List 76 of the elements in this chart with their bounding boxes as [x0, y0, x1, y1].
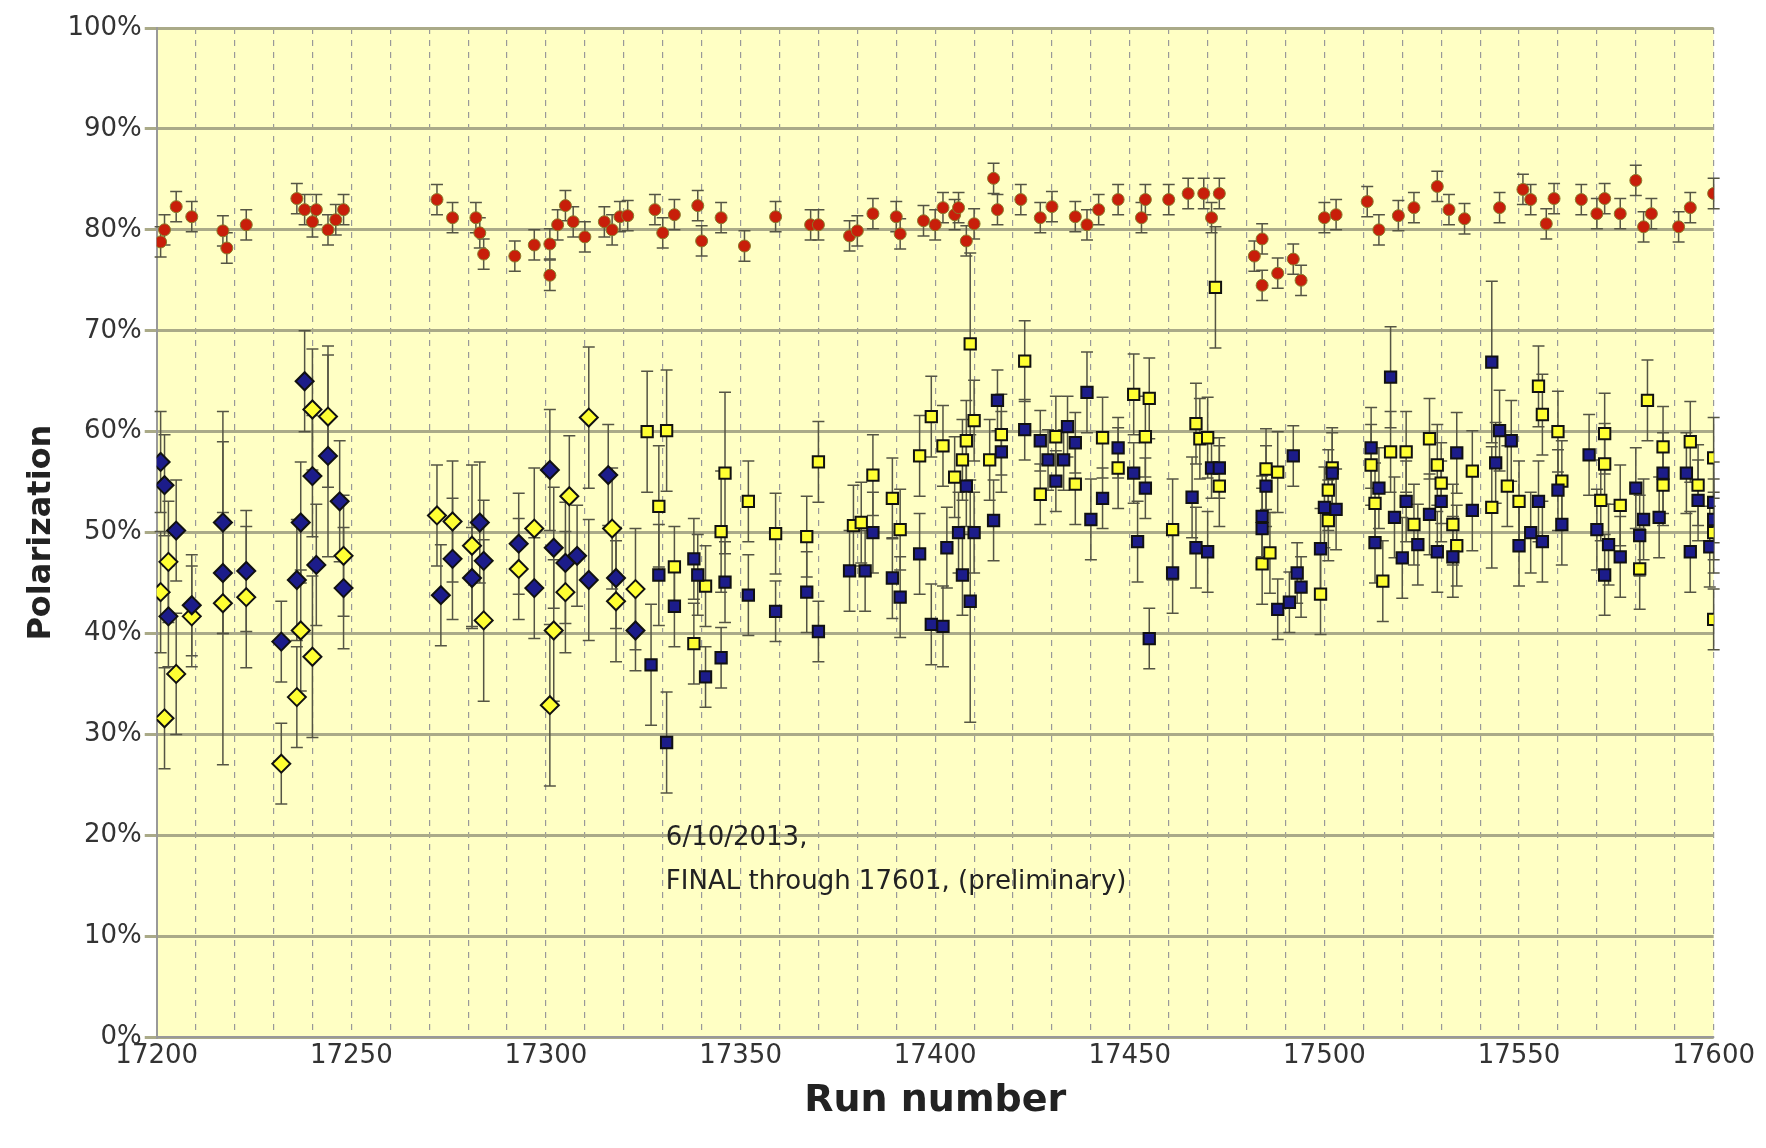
y-tick-label: 80% [83, 212, 142, 243]
point [306, 554, 327, 575]
point [469, 512, 490, 533]
y-tick-label: 100% [67, 10, 142, 41]
point [555, 582, 576, 603]
point [442, 511, 463, 532]
y-tick-label: 60% [83, 414, 142, 445]
point [442, 548, 463, 569]
point [212, 593, 233, 614]
point [524, 578, 545, 599]
point [317, 406, 338, 427]
y-tick-label: 50% [83, 515, 142, 546]
x-tick-label: 17550 [1477, 1038, 1561, 1069]
point [555, 552, 576, 573]
point [286, 570, 307, 591]
point [302, 646, 323, 667]
y-tick-label: 40% [83, 616, 142, 647]
x-tick-label: 17400 [893, 1038, 977, 1069]
point [578, 570, 599, 591]
point [539, 460, 560, 481]
point [290, 512, 311, 533]
point [333, 545, 354, 566]
point [302, 466, 323, 487]
point [212, 562, 233, 583]
annotation: 6/10/2013, [665, 821, 808, 852]
annotation: FINAL through 17601, (preliminary) [665, 865, 1127, 896]
x-tick-label: 17350 [699, 1038, 782, 1069]
point [426, 505, 447, 526]
point [290, 620, 311, 641]
point [156, 708, 175, 729]
point [271, 631, 292, 652]
y-tick-label: 10% [83, 919, 142, 950]
point [606, 591, 627, 612]
point [524, 518, 545, 539]
x-tick-label: 17600 [1672, 1038, 1755, 1069]
point [543, 537, 564, 558]
point [462, 568, 483, 589]
point [302, 399, 323, 420]
x-tick-label: 17500 [1283, 1038, 1366, 1069]
x-tick-label: 17250 [309, 1038, 393, 1069]
point [508, 533, 529, 554]
point [508, 558, 529, 579]
x-tick-label: 17450 [1088, 1038, 1172, 1069]
point [625, 579, 646, 600]
point [578, 407, 599, 428]
point [166, 520, 187, 541]
point [430, 585, 451, 606]
point [606, 568, 627, 589]
y-tick-label: 70% [83, 313, 142, 344]
point [212, 512, 233, 533]
point [271, 753, 292, 774]
point [236, 560, 257, 581]
x-axis-title: Run number [804, 1076, 1067, 1121]
y-tick-label: 20% [83, 818, 142, 849]
point [317, 445, 338, 466]
point [166, 663, 187, 684]
point [598, 465, 619, 486]
point [329, 491, 350, 512]
point [236, 587, 257, 608]
point [333, 578, 354, 599]
point [602, 518, 623, 539]
point [559, 486, 580, 507]
point [462, 535, 483, 556]
point [473, 550, 494, 571]
point [539, 695, 560, 716]
point [286, 687, 307, 708]
y-tick-label: 90% [83, 111, 142, 142]
y-axis-title: Polarization [19, 424, 58, 641]
point [294, 371, 315, 392]
y-tick-label: 30% [83, 717, 142, 748]
point [567, 545, 588, 566]
point [181, 595, 202, 616]
point [543, 620, 564, 641]
x-tick-label: 17300 [504, 1038, 588, 1069]
point [473, 610, 494, 631]
point [625, 620, 646, 641]
